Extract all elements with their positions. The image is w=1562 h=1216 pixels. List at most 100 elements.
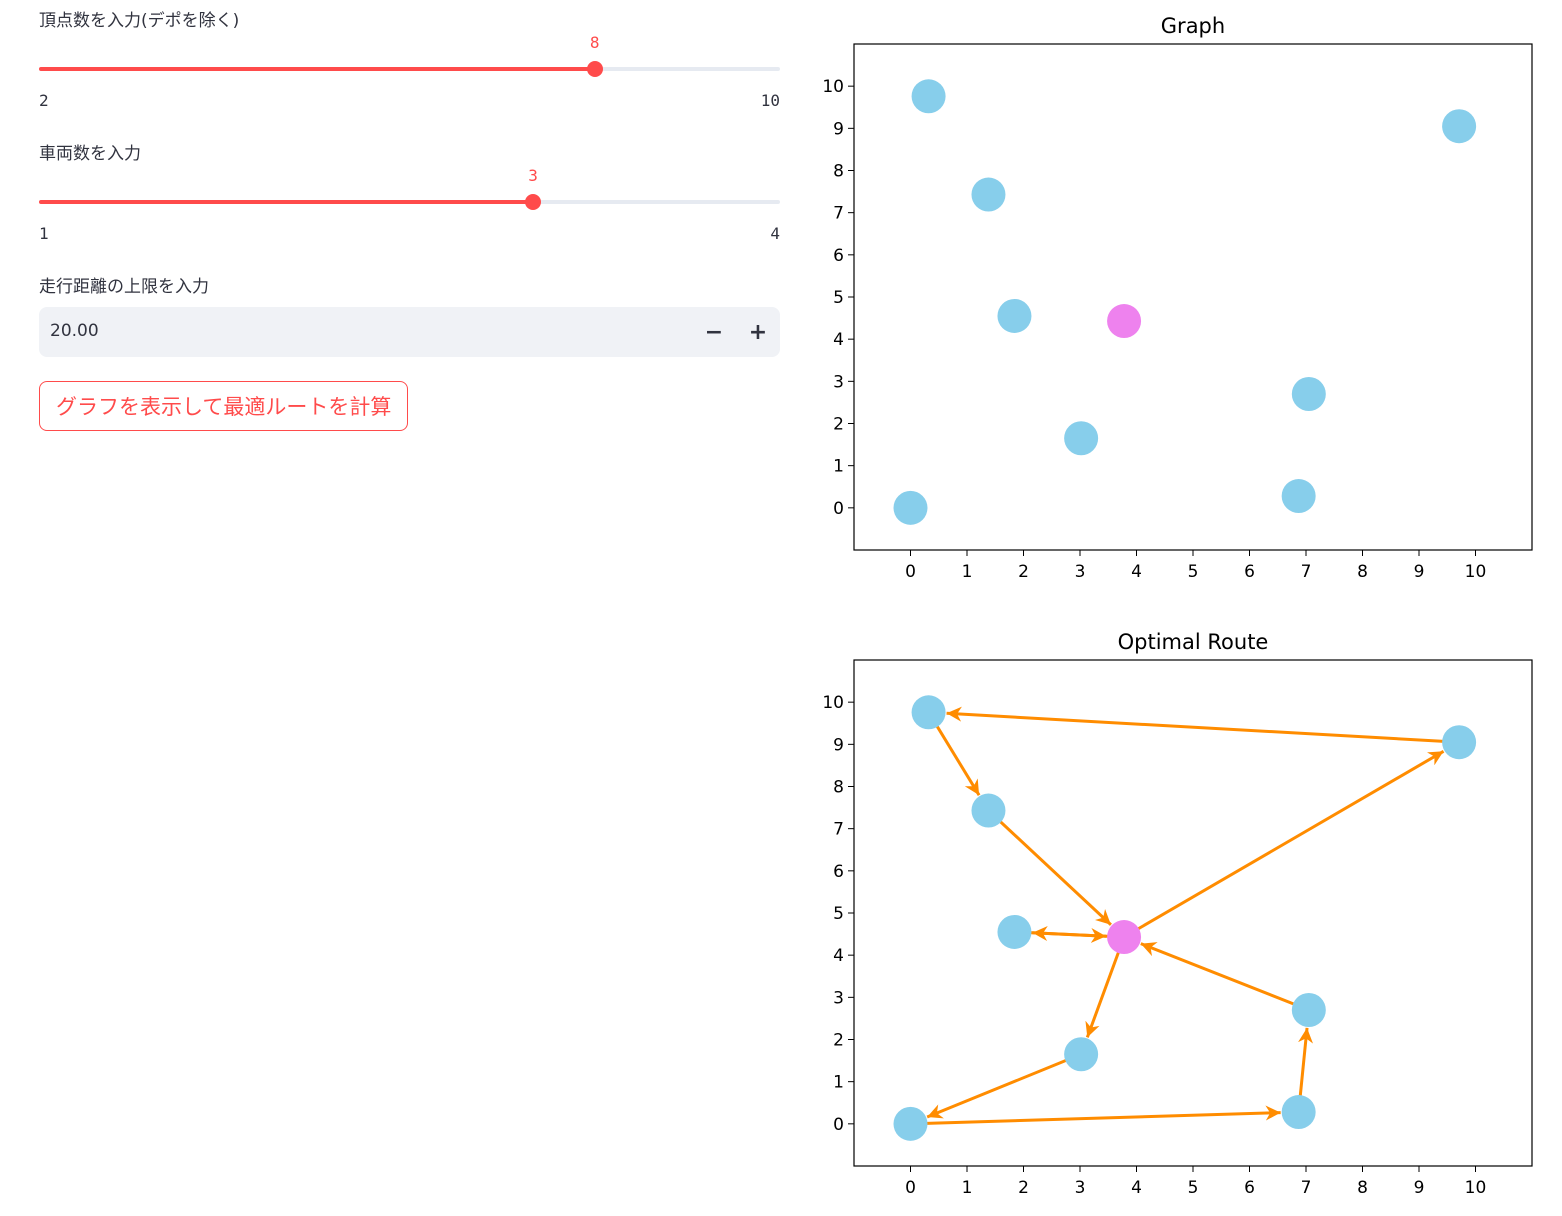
vertex-count-label: 頂点数を入力(デポを除く) [39,11,240,31]
optimal-route-chart-svg: Optimal Route 0 1 2 3 4 5 6 7 8 9 10 0 1 2 3 4 5 6 7 8 9 10 [822,630,1533,1198]
route-edge [1085,940,1125,1038]
customer-node [1281,1095,1316,1130]
decrement-button[interactable]: − [704,319,724,345]
y-tick-label: 2 [833,415,844,435]
slider-max-label: 10 [760,91,780,110]
y-tick-label: 0 [833,1115,844,1135]
customer-node [911,695,946,730]
y-tick-label: 5 [833,288,844,308]
x-tick-label: 10 [1465,562,1487,582]
customer-node [893,1106,928,1141]
x-tick-label: 1 [962,562,973,582]
route-edge [1140,942,1306,1010]
customer-node [893,490,928,525]
distance-limit-label: 走行距離の上限を入力 [39,277,209,297]
x-tick-label: 9 [1414,562,1425,582]
vertex-count-slider[interactable]: 8 2 10 [39,33,780,110]
x-tick-label: 1 [962,1178,973,1198]
x-tick-label: 8 [1357,1178,1368,1198]
customer-node [1281,479,1316,514]
route-edge [914,1105,1281,1126]
y-tick-label: 10 [822,77,844,97]
y-tick-label: 1 [833,1073,844,1093]
y-tick-label: 8 [833,162,844,182]
route-edge [946,706,1456,744]
y-tick-label: 4 [833,946,844,966]
increment-button[interactable]: + [748,319,768,345]
x-tick-label: 3 [1075,1178,1086,1198]
route-edge [1126,749,1445,937]
route-edge [1297,1027,1314,1109]
y-tick-label: 9 [833,119,844,139]
graph-chart-svg: Graph 0 1 2 3 4 5 6 7 8 9 10 0 1 2 3 4 5 6 7 8 9 10 [822,14,1533,582]
x-tick-label: 0 [905,562,916,582]
plot-frame [853,659,1533,1167]
x-tick-label: 4 [1131,562,1142,582]
x-tick-label: 4 [1131,1178,1142,1198]
customer-node [1442,109,1477,144]
customer-node [1291,992,1326,1027]
y-tick-label: 9 [833,735,844,755]
depot-node [1107,304,1142,339]
x-tick-label: 3 [1075,562,1086,582]
x-tick-label: 2 [1018,1178,1029,1198]
customer-node [971,793,1006,828]
customer-node [997,298,1032,333]
graph-chart: Graph 0 1 2 3 4 5 6 7 8 9 10 0 1 2 3 4 5 6 7 8 9 10 [800,0,1562,600]
slider-current-value: 3 [528,166,538,185]
slider-track[interactable] [39,200,780,204]
slider-max-label: 4 [770,224,780,243]
distance-limit-value[interactable]: 20.00 [50,321,99,341]
customer-node [971,177,1006,212]
y-tick-label: 7 [833,204,844,224]
x-tick-label: 6 [1244,562,1255,582]
controls-panel: 頂点数を入力(デポを除く) 8 2 10 車両数を入力 3 1 4 走行距離の上… [39,11,780,431]
depot-node [1107,920,1142,955]
y-tick-label: 1 [833,457,844,477]
slider-min-label: 2 [39,91,49,110]
x-tick-label: 0 [905,1178,916,1198]
chart-title: Graph [1161,14,1225,38]
route-edge [926,1054,1078,1119]
x-tick-label: 5 [1188,1178,1199,1198]
x-tick-label: 6 [1244,1178,1255,1198]
x-tick-label: 5 [1188,562,1199,582]
x-tick-label: 7 [1301,562,1312,582]
customer-node [1064,1037,1099,1072]
y-tick-label: 4 [833,330,844,350]
slider-thumb[interactable] [525,194,542,210]
y-tick-label: 8 [833,778,844,798]
y-tick-label: 2 [833,1031,844,1051]
customer-node [997,914,1032,949]
y-tick-label: 6 [833,862,844,882]
y-tick-label: 10 [822,693,844,713]
y-tick-label: 3 [833,988,844,1008]
slider-current-value: 8 [589,33,600,52]
x-tick-label: 8 [1357,562,1368,582]
chart-title: Optimal Route [1118,630,1269,654]
compute-route-button[interactable]: グラフを表示して最適ルートを計算 [39,381,409,431]
customer-node [1442,725,1477,760]
x-tick-label: 9 [1414,1178,1425,1198]
vehicle-count-slider[interactable]: 3 1 4 [39,166,780,243]
x-tick-label: 2 [1018,562,1029,582]
route-edge [929,714,981,796]
y-tick-label: 5 [833,904,844,924]
y-tick-label: 0 [833,499,844,519]
slider-min-label: 1 [39,224,49,243]
customer-node [911,79,946,114]
vehicle-count-label: 車両数を入力 [39,144,141,164]
y-tick-label: 6 [833,246,844,266]
optimal-route-chart: Optimal Route 0 1 2 3 4 5 6 7 8 9 10 0 1 2 3 4 5 6 7 8 9 10 [800,616,1562,1216]
x-tick-label: 10 [1465,1178,1487,1198]
customer-node [1291,376,1326,411]
plot-frame [853,43,1533,551]
slider-thumb[interactable] [586,61,603,77]
y-tick-label: 3 [833,372,844,392]
distance-limit-input[interactable]: 20.00 − + [39,307,780,357]
slider-track[interactable] [39,67,780,71]
customer-node [1064,421,1099,456]
route-edge [990,812,1112,926]
route-edge [1018,928,1107,944]
y-tick-label: 7 [833,820,844,840]
